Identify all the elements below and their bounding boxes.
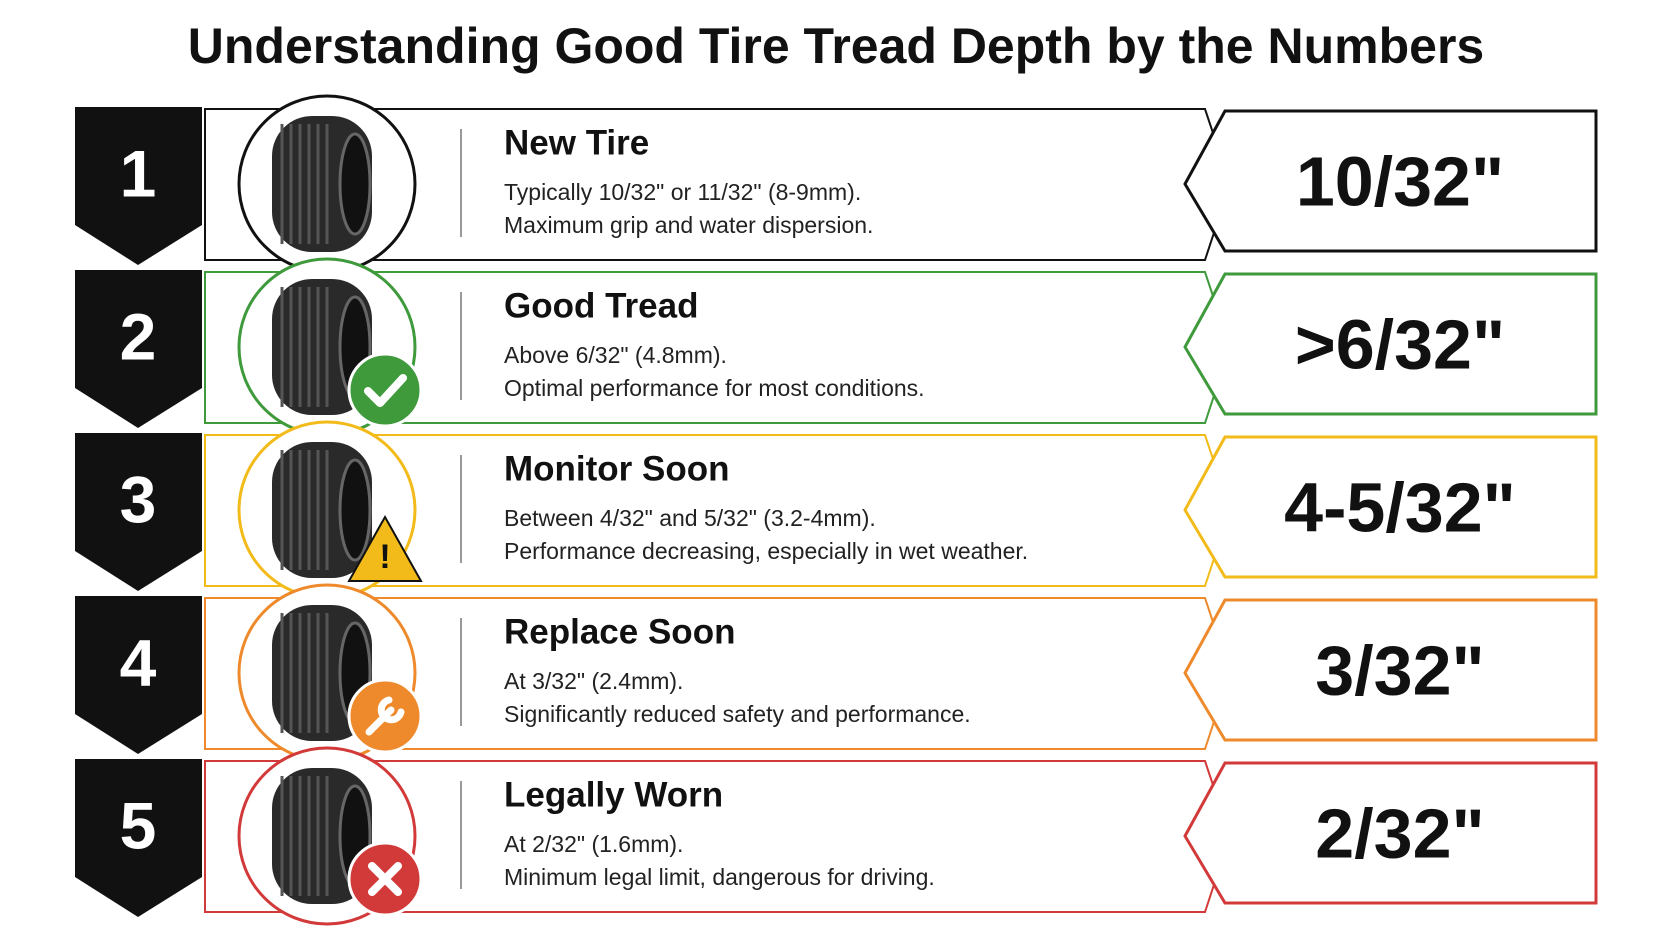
value-box	[1183, 598, 1598, 742]
row-text: Maximum grip and water dispersion.	[504, 212, 873, 238]
row-text: Between 4/32" and 5/32" (3.2-4mm).	[504, 505, 876, 531]
row-title: New Tire	[504, 123, 649, 162]
check-mark	[364, 374, 407, 407]
row-number: 5	[120, 788, 157, 862]
row-value: 4-5/32"	[1284, 468, 1516, 546]
row: 2 Good Tread Above 6/32" (4.8mm). Optimal p…	[75, 257, 1598, 437]
x-mark	[368, 862, 402, 896]
row-title: Monitor Soon	[504, 449, 730, 488]
row: 4 Replace Soon At 3/32" (2.4mm). Significan…	[75, 583, 1598, 763]
row: 3! Monitor Soon Between 4/32" and 5/32" (3…	[75, 420, 1598, 600]
number-badge	[75, 759, 202, 917]
title: Understanding Good Tire Tread Depth by t…	[188, 18, 1484, 74]
number-badge	[75, 270, 202, 428]
row-value: 2/32"	[1315, 794, 1484, 872]
value-box	[1183, 272, 1598, 416]
row-text: Minimum legal limit, dangerous for drivi…	[504, 864, 935, 890]
warning-mark: !	[379, 538, 390, 576]
row-value: 10/32"	[1296, 142, 1504, 220]
row-text: At 3/32" (2.4mm).	[504, 668, 683, 694]
icon-bg	[347, 352, 423, 428]
row-number: 3	[120, 462, 157, 536]
row-text: Above 6/32" (4.8mm).	[504, 342, 727, 368]
row-number: 2	[120, 299, 157, 373]
row-number: 4	[120, 625, 157, 699]
number-badge	[75, 433, 202, 591]
row: 1 New Tire Typically 10/32" or 11/32" (8-9…	[75, 94, 1598, 274]
row-text: Typically 10/32" or 11/32" (8-9mm).	[504, 179, 861, 205]
row: 5 Legally Worn At 2/32" (1.6mm). Minimum le…	[75, 746, 1598, 926]
row-value: >6/32"	[1295, 305, 1505, 383]
row-number: 1	[120, 136, 157, 210]
row-text: Significantly reduced safety and perform…	[504, 701, 971, 727]
value-box	[1183, 761, 1598, 905]
row-text: At 2/32" (1.6mm).	[504, 831, 683, 857]
row-title: Replace Soon	[504, 612, 735, 651]
value-box	[1183, 435, 1598, 579]
wrench	[365, 696, 405, 736]
row-text: Optimal performance for most conditions.	[504, 375, 925, 401]
row-title: Good Tread	[504, 286, 698, 325]
number-badge	[75, 107, 202, 265]
row-value: 3/32"	[1315, 631, 1484, 709]
rim	[338, 458, 372, 562]
row-text: Performance decreasing, especially in we…	[504, 538, 1028, 564]
icon-bg	[347, 514, 423, 582]
value-box	[1183, 109, 1598, 253]
rim	[338, 132, 372, 236]
row-title: Legally Worn	[504, 775, 723, 814]
number-badge	[75, 596, 202, 754]
